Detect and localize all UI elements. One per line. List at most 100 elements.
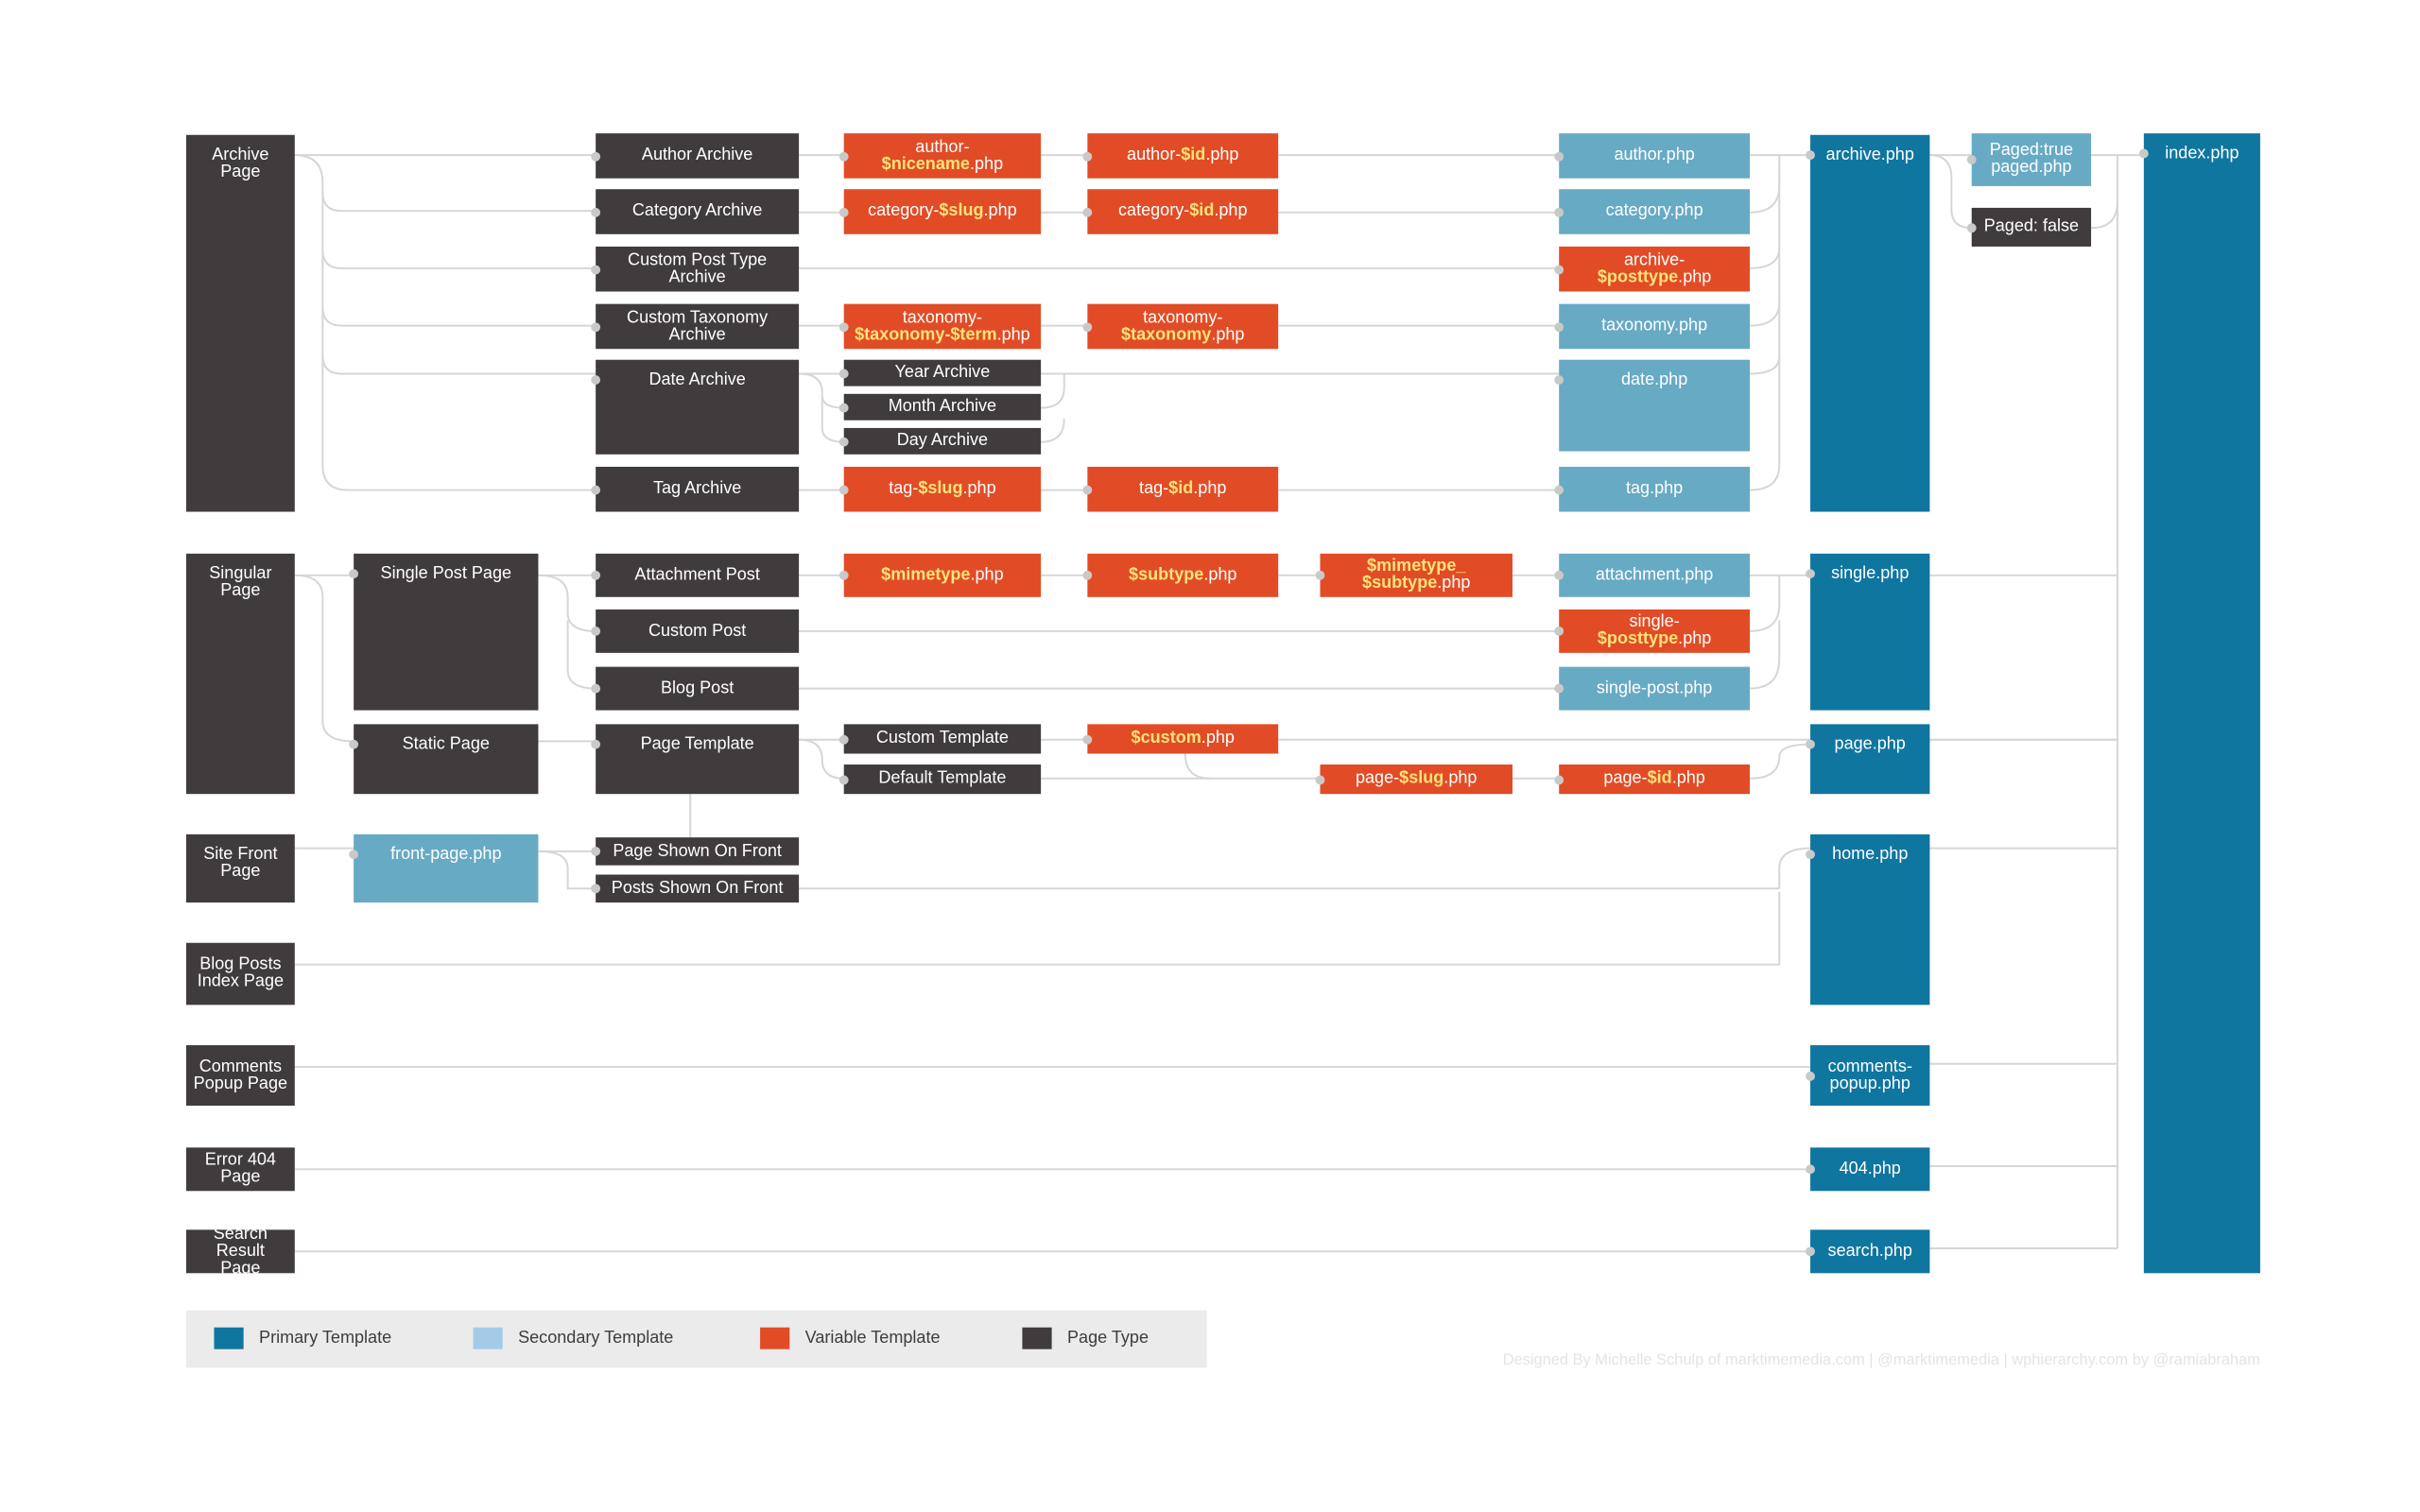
paged-false-node: Paged: false <box>1966 207 2092 247</box>
search-result-page-node: Search Result Page <box>185 1225 295 1277</box>
blog-post-node: Blog Post <box>591 666 800 711</box>
custom-post-type-archive-node: Custom Post Type Archive <box>591 246 800 292</box>
connector-line <box>538 574 596 632</box>
tag-id-php-node: tag-$id.php <box>1082 466 1279 512</box>
node-label: author-$id.php <box>1127 146 1239 164</box>
connector-line <box>1184 753 1210 780</box>
node-label: Tag Archive <box>652 479 742 498</box>
node-label: home.php <box>1832 845 1909 865</box>
connector-line <box>1750 620 1781 690</box>
node-label: page-$id.php <box>1603 768 1705 788</box>
node-label: Page Shown On Front <box>613 841 782 860</box>
connector-line <box>1750 248 1781 269</box>
connector-line <box>1750 170 1781 491</box>
php-404-node: 404.php <box>1806 1147 1930 1192</box>
custom-php-node: $custom.php <box>1082 724 1279 754</box>
attachment-post-node: Attachment Post <box>591 553 800 597</box>
single-posttype-php-node: single- $posttype.php <box>1554 609 1751 653</box>
node-label: Archive Page <box>212 146 269 181</box>
author-nicename-php-node: author- $nicename.php <box>838 133 1042 179</box>
page-shown-on-front-node: Page Shown On Front <box>591 837 800 866</box>
node-label: date.php <box>1620 370 1688 389</box>
node-label: Custom Post <box>648 621 747 640</box>
node-label: Paged:true paged.php <box>1989 141 2074 178</box>
node-label: single- $posttype.php <box>1597 612 1712 648</box>
mimetype-subtype-php-node: $mimetype_ $subtype.php <box>1315 553 1512 597</box>
node-label: Custom Taxonomy Archive <box>627 307 769 344</box>
node-label: category.php <box>1605 201 1703 221</box>
singular-page-node: Singular Page <box>185 553 295 795</box>
taxonomy-taxonomy-php-node: taxonomy- $taxonomy.php <box>1082 303 1279 350</box>
legend-item-page-type: Page Type <box>1022 1327 1149 1349</box>
credit-text: Designed By Michelle Schulp of marktimem… <box>1502 1351 2260 1370</box>
node-label: single-post.php <box>1596 678 1713 697</box>
node-label: Attachment Post <box>634 565 760 584</box>
page-php-node: page.php <box>1806 724 1930 795</box>
node-label: attachment.php <box>1595 565 1714 584</box>
category-slug-php-node: category-$slug.php <box>838 189 1042 234</box>
year-archive-node: Year Archive <box>838 359 1042 387</box>
legend-label: Primary Template <box>259 1329 392 1349</box>
taxonomy-taxonomy-term-php-node: taxonomy- $taxonomy-$term.php <box>838 303 1042 350</box>
node-label: Paged: false <box>1983 216 2080 236</box>
node-label: Custom Template <box>875 729 1009 747</box>
node-label: Static Page <box>402 734 490 754</box>
node-label: $custom.php <box>1131 729 1235 747</box>
single-php-node: single.php <box>1806 553 1930 711</box>
connector-line <box>1750 575 1781 632</box>
comments-popup-page-node: Comments Popup Page <box>185 1045 295 1107</box>
node-label: front-page.php <box>390 845 502 865</box>
node-label: single.php <box>1831 564 1910 584</box>
connector-line <box>1750 301 1781 327</box>
connector-line <box>1929 154 1972 230</box>
legend-item-primary: Primary Template <box>214 1327 392 1349</box>
node-label: Single Post Page <box>380 564 512 584</box>
node-label: index.php <box>2165 144 2239 163</box>
mimetype-php-node: $mimetype.php <box>838 553 1042 597</box>
node-label: Default Template <box>878 768 1007 788</box>
subtype-php-node: $subtype.php <box>1082 553 1279 597</box>
legend-swatch-variable <box>760 1327 790 1349</box>
node-label: Blog Posts Index Page <box>197 954 285 991</box>
connector-line <box>1750 155 1781 214</box>
legend-item-secondary: Secondary Template <box>473 1327 673 1349</box>
author-archive-node: Author Archive <box>591 133 800 179</box>
node-label: Blog Post <box>660 678 735 697</box>
connector-line <box>799 372 844 443</box>
connector-line <box>566 620 596 690</box>
node-label: page-$slug.php <box>1355 768 1478 788</box>
legend-item-variable: Variable Template <box>760 1327 941 1349</box>
node-label: Date Archive <box>648 370 746 389</box>
legend-label: Variable Template <box>804 1329 941 1349</box>
connector-line <box>538 850 596 890</box>
comments-popup-php-node: comments- popup.php <box>1806 1045 1930 1107</box>
archive-page-node: Archive Page <box>185 134 295 512</box>
node-label: Search Result Page <box>213 1224 268 1278</box>
legend-swatch-page-type <box>1022 1327 1052 1349</box>
node-label: archive.php <box>1825 146 1914 164</box>
node-label: page.php <box>1834 734 1906 754</box>
static-page-node: Static Page <box>349 724 539 795</box>
site-front-page-node: Site Front Page <box>185 833 295 903</box>
node-label: comments- popup.php <box>1827 1057 1912 1093</box>
node-label: Month Archive <box>888 397 997 416</box>
node-label: Page Template <box>640 734 754 754</box>
tag-slug-php-node: tag-$slug.php <box>838 466 1042 512</box>
node-label: tag.php <box>1625 479 1684 498</box>
connector-line <box>294 891 1781 966</box>
node-label: 404.php <box>1839 1159 1901 1178</box>
connector-line <box>294 574 354 743</box>
node-label: category-$slug.php <box>868 201 1017 221</box>
page-id-php-node: page-$id.php <box>1554 765 1751 795</box>
category-id-php-node: category-$id.php <box>1082 189 1279 234</box>
front-page-php-node: front-page.php <box>349 833 539 903</box>
date-php-node: date.php <box>1554 359 1751 452</box>
node-label: Day Archive <box>896 431 989 450</box>
connector-line <box>321 306 596 327</box>
node-label: Comments Popup Page <box>193 1057 288 1093</box>
node-label: search.php <box>1827 1241 1912 1261</box>
day-archive-node: Day Archive <box>838 427 1042 455</box>
custom-taxonomy-archive-node: Custom Taxonomy Archive <box>591 303 800 350</box>
